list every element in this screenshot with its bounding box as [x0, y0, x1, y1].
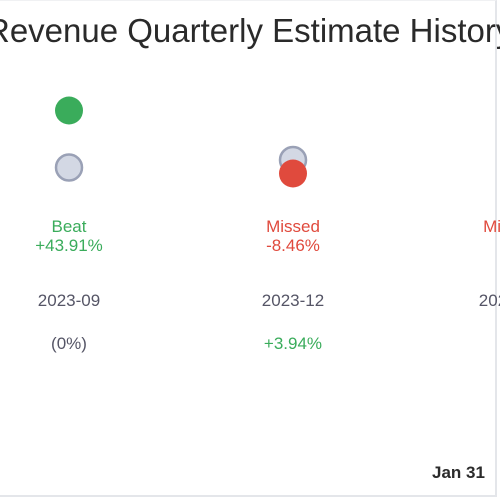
surprise-label: -8.46%	[266, 236, 320, 255]
actual-point	[279, 159, 307, 188]
change-label: +3.94%	[264, 334, 322, 353]
footer-date: Jan 31	[432, 463, 485, 482]
change-label: (0%)	[51, 334, 87, 353]
actual-point	[55, 96, 83, 125]
estimate-point	[54, 153, 84, 182]
chart-title: Revenue Quarterly Estimate History	[0, 12, 500, 49]
period-label: 2023-09	[38, 291, 100, 310]
surprise-label: +43.91%	[35, 236, 103, 255]
period-label: 2023-12	[262, 291, 324, 310]
period-label: 2024-03	[479, 291, 500, 310]
result-label: Missed	[483, 217, 500, 236]
result-label: Beat	[52, 217, 87, 236]
result-label: Missed	[266, 217, 320, 236]
